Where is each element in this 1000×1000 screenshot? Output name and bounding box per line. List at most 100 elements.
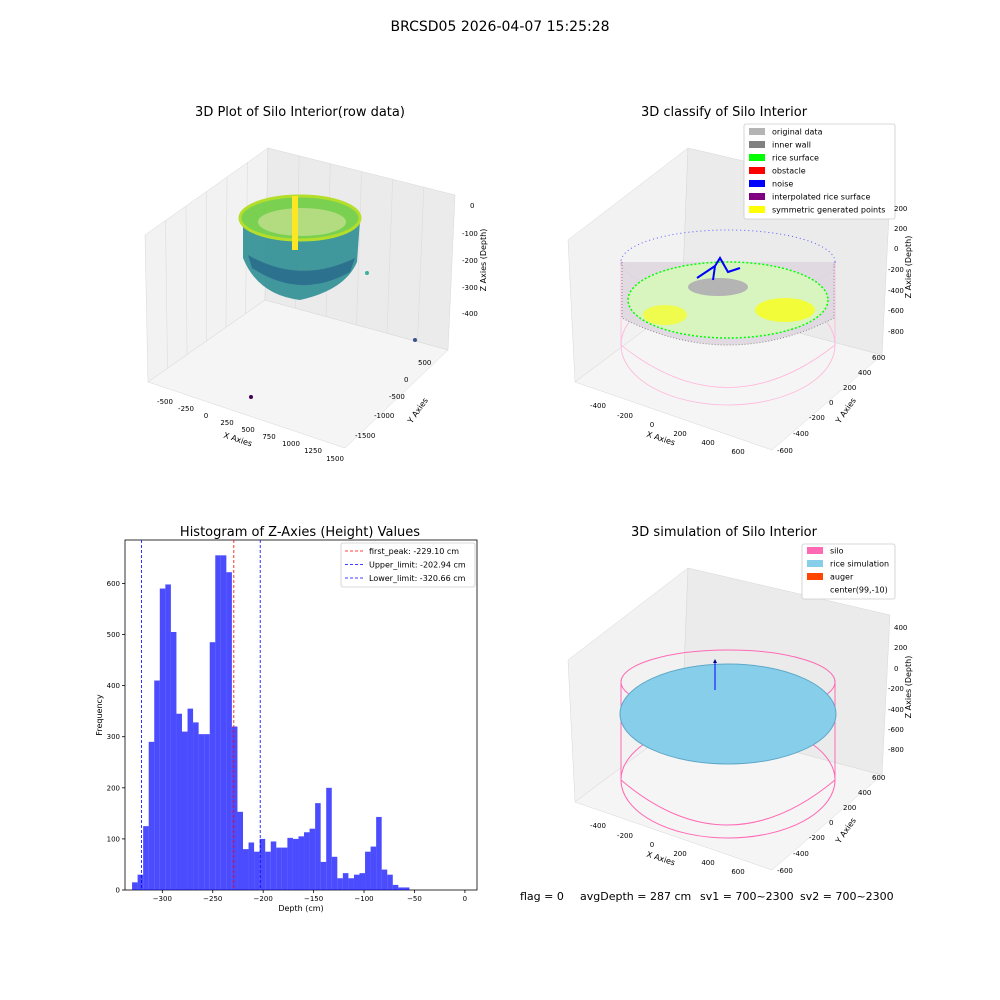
classify-z-tick: 200 (894, 205, 907, 213)
simulation-y-label: Y Axies (833, 816, 858, 846)
raw-outlier-3 (249, 395, 253, 399)
histogram-x-tick-label: −150 (304, 895, 323, 903)
raw-y-ticks: 500 0 -500 -1000 -1500 (355, 359, 431, 440)
histogram-bar (392, 884, 399, 890)
raw-z-ticks: 0 -100 -200 -300 -400 (462, 202, 478, 318)
classify-y-tick: 0 (829, 399, 833, 407)
classify-legend-label: interpolated rice surface (772, 193, 870, 202)
classify-legend-swatch (749, 206, 765, 213)
classify-legend-label: original data (772, 128, 823, 137)
histogram-bar (331, 856, 338, 890)
histogram-bar (259, 838, 266, 890)
histogram-bar (209, 642, 216, 890)
histogram-bar (298, 836, 305, 890)
histogram-bar (165, 584, 171, 890)
raw-x-ticks: -500 -250 0 250 500 750 1000 1250 1500 (157, 398, 344, 463)
raw-cloud-bottom (248, 255, 355, 286)
classify-noise-ring (620, 229, 836, 295)
simulation-x-tick: 0 (650, 841, 654, 849)
raw-x-tick: 250 (220, 419, 233, 427)
footer-avg-depth: avgDepth = 287 cm (580, 890, 691, 903)
classify-noise-cluster (696, 256, 741, 281)
raw-y-tick: -1500 (355, 432, 375, 440)
simulation-auger-tip (713, 659, 717, 663)
histogram-bar (170, 631, 177, 890)
classify-legend-label: noise (772, 180, 793, 189)
classify-z-tick: -600 (888, 307, 904, 315)
histogram-y-tick-label: 300 (107, 733, 120, 741)
simulation-y-tick: -200 (809, 834, 825, 842)
raw-y-tick: 0 (404, 376, 408, 384)
classify-title: 3D classify of Silo Interior (641, 105, 808, 120)
simulation-rice-surface (619, 663, 837, 765)
classify-x-ticks: -400 -200 0 200 400 600 (590, 402, 745, 456)
raw-x-tick: -500 (157, 398, 173, 406)
histogram-y-tick-label: 0 (116, 887, 120, 895)
classify-y-tick: 600 (872, 354, 885, 362)
raw-outlier-1 (365, 271, 369, 275)
classify-legend-swatch (749, 154, 765, 161)
classify-x-tick: 0 (650, 421, 654, 429)
raw-grid-line (417, 187, 425, 342)
simulation-silo-wall (620, 680, 836, 826)
histogram-x-tick-label: 0 (463, 895, 467, 903)
histogram-bar (148, 741, 155, 890)
histogram-legend: first_peak: -229.10 cm Upper_limit: -202.… (340, 542, 476, 588)
histogram-bar (220, 555, 227, 890)
classify-x-tick: -400 (590, 402, 606, 410)
simulation-x-tick: -200 (617, 832, 633, 840)
simulation-y-tick: -600 (777, 867, 793, 875)
raw-z-tick: 0 (470, 202, 474, 210)
raw-cloud-inner (258, 208, 346, 236)
simulation-y-tick: 0 (829, 819, 833, 827)
histogram-x-tick-label: −50 (407, 895, 422, 903)
raw-point-cloud (238, 194, 417, 399)
histogram-bar (359, 873, 366, 890)
histogram-bar (132, 882, 138, 890)
classify-z-tick: 0 (894, 245, 898, 253)
histogram-y-tick-label: 600 (107, 580, 120, 588)
classify-legend-swatch (749, 167, 765, 174)
simulation-z-ticks: 400 200 0 -200 -400 -600 -800 (888, 624, 907, 754)
classify-z-tick: -400 (888, 287, 904, 295)
histogram-bar (154, 680, 160, 890)
simulation-y-tick: 400 (858, 789, 871, 797)
histogram-bar (281, 847, 288, 890)
simulation-legend-label: auger (830, 573, 854, 582)
simulation-legend-label: rice simulation (830, 560, 889, 569)
simulation-legend-swatch (807, 560, 823, 567)
histogram-bar (348, 878, 354, 890)
classify-y-tick: 400 (858, 369, 871, 377)
classify-symmetric-points (755, 298, 815, 322)
raw-outlier-2 (413, 338, 417, 342)
histogram-x-tick-label: −300 (153, 895, 172, 903)
classify-y-ticks: 600 400 200 0 -200 -400 -600 (777, 354, 885, 455)
raw-grid-line (356, 171, 362, 326)
footer-sv2: sv2 = 700~2300 (800, 890, 894, 903)
histogram-y-tick-label: 100 (107, 835, 120, 843)
histogram-bar (143, 826, 149, 890)
simulation-z-tick: -800 (888, 746, 904, 754)
histogram-x-tick-label: −250 (203, 895, 222, 903)
histogram-bar (176, 713, 182, 890)
raw-y-tick: 500 (418, 359, 431, 367)
histogram-y-label: Frequency (95, 694, 104, 736)
simulation-x-tick: 400 (701, 859, 714, 867)
footer-sv1: sv1 = 700~2300 (700, 890, 794, 903)
classify-y-tick: -600 (777, 447, 793, 455)
simulation-y-tick: 200 (843, 804, 856, 812)
classify-legend-swatch (749, 128, 765, 135)
histogram-legend-label: first_peak: -229.10 cm (369, 547, 459, 556)
classify-legend-swatch (749, 141, 765, 148)
simulation-z-tick: 200 (894, 644, 907, 652)
histogram-bar (320, 861, 327, 890)
classify-silo-wire (620, 260, 836, 388)
simulation-x-tick: 200 (673, 850, 686, 858)
raw-z-tick: -200 (462, 257, 478, 265)
simulation-title: 3D simulation of Silo Interior (631, 525, 818, 540)
classify-z-label: Z Axies (Depth) (904, 236, 913, 299)
simulation-z-label: Z Axies (Depth) (904, 656, 913, 719)
histogram-x-tick-label: −200 (254, 895, 273, 903)
histogram-bar (243, 849, 249, 890)
